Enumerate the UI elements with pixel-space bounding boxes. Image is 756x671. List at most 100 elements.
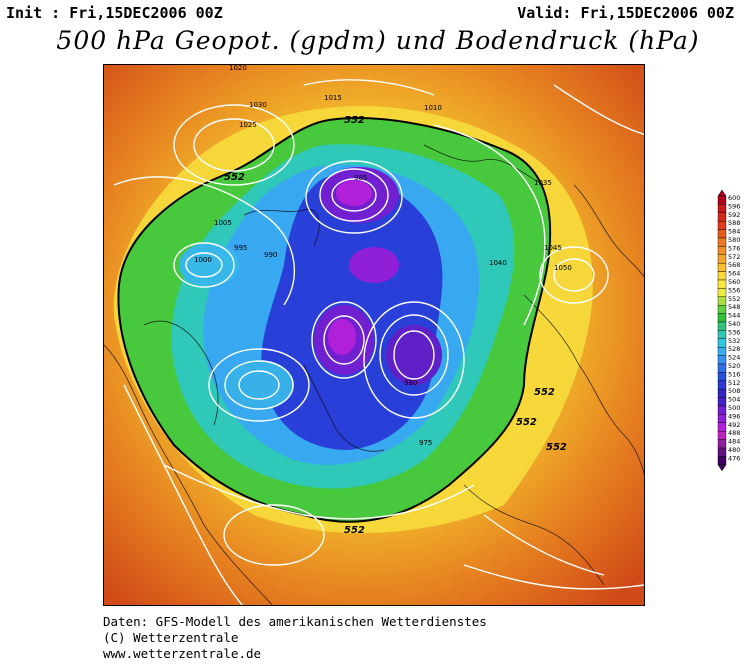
scale-label: 512 — [728, 379, 740, 387]
weather-map: 552 552 552 552 552 552 1020 1025 1030 1… — [103, 64, 645, 606]
scale-swatch — [717, 447, 727, 457]
scale-swatch — [717, 346, 727, 356]
scale-swatch — [717, 330, 727, 339]
isobar-label: 980 — [404, 379, 417, 387]
scale-swatch — [717, 237, 727, 247]
isobar-label: 1050 — [554, 264, 572, 272]
scale-label: 600 — [728, 194, 740, 202]
scale-label: 480 — [728, 446, 740, 454]
isobar-label: 975 — [419, 439, 432, 447]
copyright: (C) Wetterzentrale — [103, 630, 239, 645]
scale-swatch — [717, 221, 727, 230]
isobar-label: 1000 — [194, 256, 212, 264]
isobar-label: 1020 — [229, 65, 247, 72]
ring-label-south: 552 — [344, 525, 365, 536]
scale-label: 516 — [728, 370, 740, 378]
scale-swatch — [717, 321, 727, 331]
scale-arrow-down — [717, 464, 727, 472]
map-canvas: 552 552 552 552 552 552 1020 1025 1030 1… — [104, 65, 644, 605]
scale-swatch — [717, 271, 727, 281]
scale-arrow-up — [717, 190, 727, 197]
scale-label: 520 — [728, 362, 740, 370]
scale-swatch — [717, 212, 727, 222]
isobar-label: 1045 — [544, 244, 562, 252]
isobar-label: 1025 — [239, 121, 257, 129]
scale-label: 596 — [728, 202, 740, 210]
scale-swatch — [717, 363, 727, 373]
scale-label: 508 — [728, 387, 740, 395]
scale-label: 568 — [728, 261, 740, 269]
scale-label: 496 — [728, 412, 740, 420]
scale-label: 580 — [728, 236, 740, 244]
scale-label: 476 — [728, 454, 740, 462]
scale-label: 556 — [728, 286, 740, 294]
scale-swatch — [717, 246, 727, 256]
magenta-core-south — [328, 319, 356, 355]
ring-label-northwest: 552 — [224, 172, 245, 183]
isobar-label: 990 — [264, 251, 277, 259]
scale-label: 544 — [728, 312, 740, 320]
scale-swatch — [717, 313, 727, 323]
scale-swatch — [717, 204, 727, 213]
isobar-label: 1030 — [249, 101, 267, 109]
ring-label-north: 552 — [344, 115, 365, 126]
scale-label: 584 — [728, 228, 740, 236]
scale-label: 592 — [728, 211, 740, 219]
isobar-lines — [113, 79, 644, 605]
scale-swatch — [717, 372, 727, 381]
isobar-label: 1040 — [489, 259, 507, 267]
scale-label: 572 — [728, 253, 740, 261]
scale-label: 492 — [728, 421, 740, 429]
website: www.wetterzentrale.de — [103, 646, 262, 661]
scale-label: 576 — [728, 244, 740, 252]
isobar-label: 995 — [234, 244, 247, 252]
purple-low-east — [386, 325, 442, 385]
scale-swatch — [717, 456, 727, 465]
scale-swatch — [717, 288, 727, 298]
scale-swatch — [717, 397, 727, 407]
ring-label-east-1: 552 — [534, 387, 555, 398]
scale-label: 524 — [728, 354, 740, 362]
scale-label: 504 — [728, 396, 740, 404]
magenta-core-north — [336, 180, 372, 206]
coastlines — [104, 144, 644, 605]
scale-swatch — [717, 430, 727, 440]
ring-label-east-3: 552 — [546, 442, 567, 453]
isobar-label: 1035 — [534, 179, 552, 187]
scale-swatch — [717, 279, 727, 289]
init-time: Init : Fri,15DEC2006 00Z — [6, 4, 223, 22]
scale-swatch — [717, 355, 727, 365]
scale-label: 588 — [728, 219, 740, 227]
scale-swatch — [717, 388, 727, 398]
isobar-labels: 1020 1025 1030 1015 1010 1005 1000 995 9… — [194, 65, 572, 447]
scale-swatch — [717, 195, 727, 205]
scale-label: 484 — [728, 438, 740, 446]
scale-swatch — [717, 405, 727, 415]
scale-swatch — [717, 338, 727, 348]
scale-swatch — [717, 262, 727, 272]
isobar-label: 1015 — [324, 94, 342, 102]
isobar-label: 1005 — [214, 219, 232, 227]
low-atlantic — [224, 360, 294, 410]
valid-time: Valid: Fri,15DEC2006 00Z — [517, 4, 734, 22]
scale-label: 536 — [728, 328, 740, 336]
scale-label: 500 — [728, 404, 740, 412]
scale-label: 532 — [728, 337, 740, 345]
ring-labels: 552 552 552 552 552 552 — [224, 115, 567, 536]
ring-label-east-2: 552 — [516, 417, 537, 428]
data-source: Daten: GFS-Modell des amerikanischen Wet… — [103, 614, 487, 629]
scale-label: 560 — [728, 278, 740, 286]
scale-swatch — [717, 422, 727, 432]
scale-label: 488 — [728, 429, 740, 437]
scale-swatch — [717, 414, 727, 423]
scale-label: 528 — [728, 345, 740, 353]
scale-label: 552 — [728, 295, 740, 303]
scale-label: 564 — [728, 270, 740, 278]
scale-swatch — [717, 304, 727, 314]
scale-swatch — [717, 254, 727, 264]
scale-swatch — [717, 296, 727, 306]
scale-swatch — [717, 439, 727, 449]
scale-label: 540 — [728, 320, 740, 328]
scale-swatch — [717, 380, 727, 390]
